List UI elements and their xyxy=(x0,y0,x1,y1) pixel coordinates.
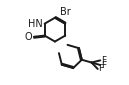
Text: F: F xyxy=(101,56,106,65)
Text: F: F xyxy=(99,64,104,73)
Text: O: O xyxy=(25,32,32,42)
Text: F: F xyxy=(101,61,106,70)
Text: Br: Br xyxy=(60,7,71,17)
Text: HN: HN xyxy=(28,19,43,29)
